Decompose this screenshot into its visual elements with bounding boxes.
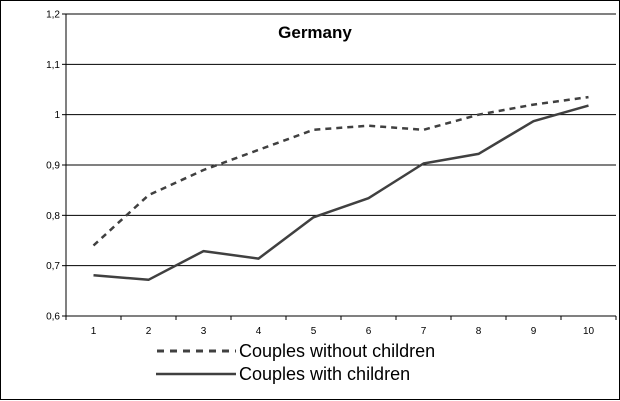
series-2-point-9: [533, 121, 534, 122]
x-tick-label-4: 4: [256, 326, 262, 337]
gridlines: [66, 13, 616, 267]
axes: 0,6 0,7 0,8 0,9 1 1,1 1,2 1 2 3 4 5 6 7 8 9 10: [46, 10, 617, 337]
series-2-point-2: [148, 279, 149, 280]
series-1-point-2: [148, 195, 149, 196]
legend-label-2: Couples with children: [239, 364, 410, 384]
series-line-1: [92, 95, 589, 247]
x-tick-label-6: 6: [366, 326, 372, 337]
series-2-point-1: [93, 275, 94, 276]
y-tick-label-2: 0,8: [46, 211, 60, 222]
y-tick-label-6: 1,2: [46, 10, 60, 21]
x-tick-label-5: 5: [311, 326, 317, 337]
y-tick-label-3: 0,9: [46, 161, 60, 172]
x-tick-label-2: 2: [146, 326, 152, 337]
series-1-point-3: [203, 170, 204, 171]
series-1-point-1: [93, 245, 94, 246]
series-2-point-10: [588, 105, 589, 106]
x-tick-label-3: 3: [201, 326, 207, 337]
legend: Couples without children Couples with chi…: [156, 341, 435, 384]
series-2-point-7: [423, 163, 424, 164]
series-2-point-5: [313, 217, 314, 218]
series-2-point-3: [203, 251, 204, 252]
series-1-point-7: [423, 129, 424, 130]
y-tick-label-4: 1: [54, 110, 60, 121]
series-1-point-6: [368, 125, 369, 126]
x-tick-label-7: 7: [421, 326, 427, 337]
series-2-point-6: [368, 198, 369, 199]
series-line-2: [93, 104, 589, 282]
chart-title: Germany: [278, 23, 352, 42]
y-tick-label-5: 1,1: [46, 60, 60, 71]
series-1-point-8: [478, 114, 479, 115]
x-tick-label-10: 10: [583, 326, 595, 337]
series-1-point-5: [313, 129, 314, 130]
y-tick-label-0: 0,6: [46, 312, 60, 323]
series-1-point-10: [588, 97, 589, 98]
x-tick-label-8: 8: [476, 326, 482, 337]
series-1-point-9: [533, 104, 534, 105]
x-tick-label-9: 9: [531, 326, 537, 337]
legend-label-1: Couples without children: [239, 341, 435, 361]
series-1-point-4: [258, 149, 259, 150]
y-tick-label-1: 0,7: [46, 261, 60, 272]
series-2-point-8: [478, 153, 479, 154]
series-lines: [92, 95, 589, 282]
series-2-point-4: [258, 258, 259, 259]
x-tick-label-1: 1: [91, 326, 97, 337]
